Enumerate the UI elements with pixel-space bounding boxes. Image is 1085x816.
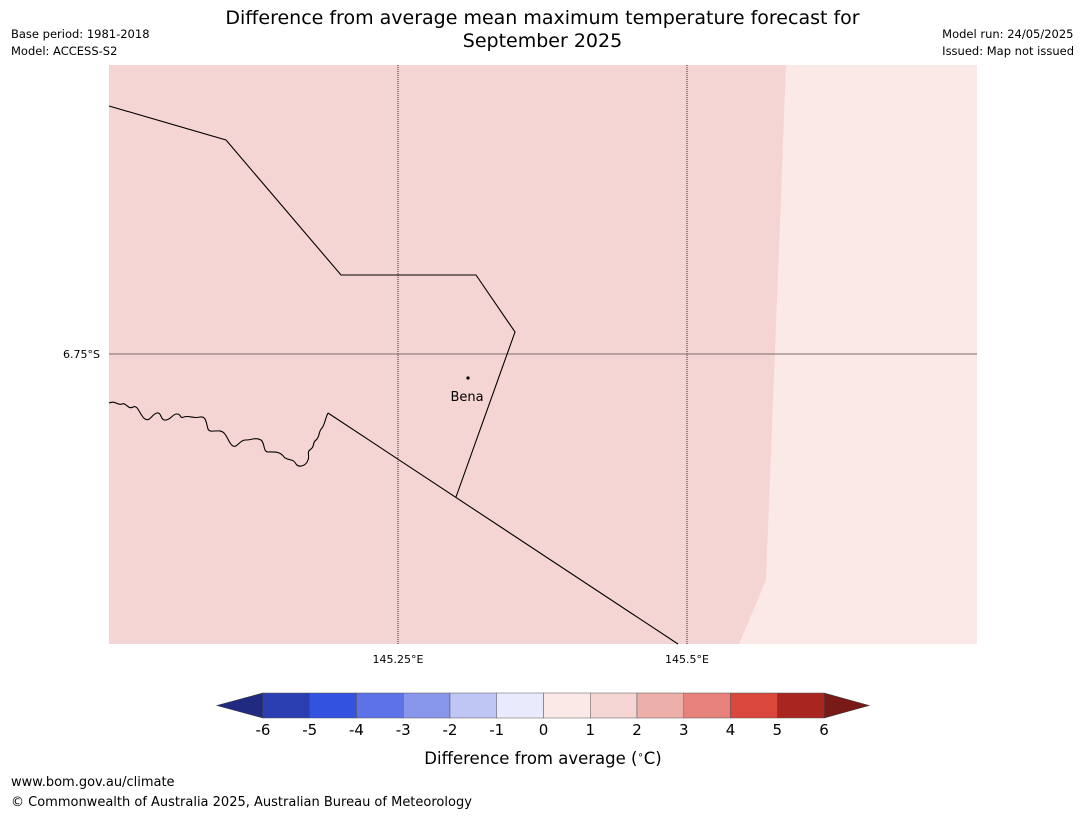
colorbar-tick-label: -1: [489, 721, 504, 739]
latitude-label: 6.75°S: [63, 348, 100, 361]
colorbar-segment: [403, 692, 451, 719]
title-line-2: September 2025: [462, 30, 623, 52]
colorbar-tick-label: -4: [349, 721, 364, 739]
colorbar-title: Difference from average (∘C): [424, 749, 661, 768]
colorbar-tick-label: 0: [539, 721, 549, 739]
model-run: Model run: 24/05/2025: [942, 27, 1074, 41]
colorbar-segment: [683, 692, 731, 719]
colorbar-segment: [730, 692, 778, 719]
colorbar-segment: [356, 692, 404, 719]
colorbar-tick-label: -2: [443, 721, 458, 739]
colorbar-segment: [262, 692, 310, 719]
town-marker-dot: [466, 376, 470, 380]
river-boundary: [108, 401, 329, 467]
colorbar-title-text: Difference from average (: [424, 749, 637, 768]
colorbar-segment: [449, 692, 497, 719]
colorbar-tick-label: -6: [256, 721, 271, 739]
footer-url[interactable]: www.bom.gov.au/climate: [11, 775, 175, 790]
longitude-label-145-5: 145.5°E: [665, 653, 709, 666]
colorbar-tick-label: -3: [396, 721, 411, 739]
colorbar-tick-label: 5: [772, 721, 782, 739]
colorbar-tick-label: -5: [302, 721, 317, 739]
title-line-1: Difference from average mean maximum tem…: [225, 7, 860, 29]
colorbar-segment: [309, 692, 357, 719]
colorbar-segment: [636, 692, 684, 719]
colorbar-tick-label: 3: [679, 721, 689, 739]
colorbar-segment: [777, 692, 825, 719]
colorbar-segment: [590, 692, 638, 719]
footer-copyright: © Commonwealth of Australia 2025, Austra…: [11, 795, 472, 810]
map-title: Difference from average mean maximum tem…: [0, 7, 1085, 53]
colorbar-segment: [543, 692, 591, 719]
colorbar-extend-high: [823, 692, 871, 719]
base-period: Base period: 1981-2018: [11, 27, 150, 41]
colorbar-tick-label: 2: [632, 721, 642, 739]
colorbar-title-unit: C): [644, 749, 662, 768]
meta-left: Base period: 1981-2018 Model: ACCESS-S2: [11, 26, 150, 60]
issued-status: Issued: Map not issued: [942, 44, 1074, 58]
colorbar-title-degree: ∘: [637, 750, 643, 761]
colorbar-tick-label: 4: [726, 721, 736, 739]
longitude-label-145-25: 145.25°E: [373, 653, 424, 666]
province-boundary: [108, 105, 516, 498]
meta-right: Model run: 24/05/2025 Issued: Map not is…: [942, 26, 1074, 60]
colorbar: -6 -5 -4 -3 -2 -1 0 1 2 3 4 5 6: [215, 692, 871, 739]
province-boundary-southeast: [327, 412, 679, 645]
colorbar-extend-low: [215, 692, 264, 719]
town-label: Bena: [450, 390, 483, 405]
model-name: Model: ACCESS-S2: [11, 44, 118, 58]
colorbar-tick-label: 1: [585, 721, 595, 739]
colorbar-segment: [496, 692, 544, 719]
colorbar-tick-label: 6: [819, 721, 829, 739]
